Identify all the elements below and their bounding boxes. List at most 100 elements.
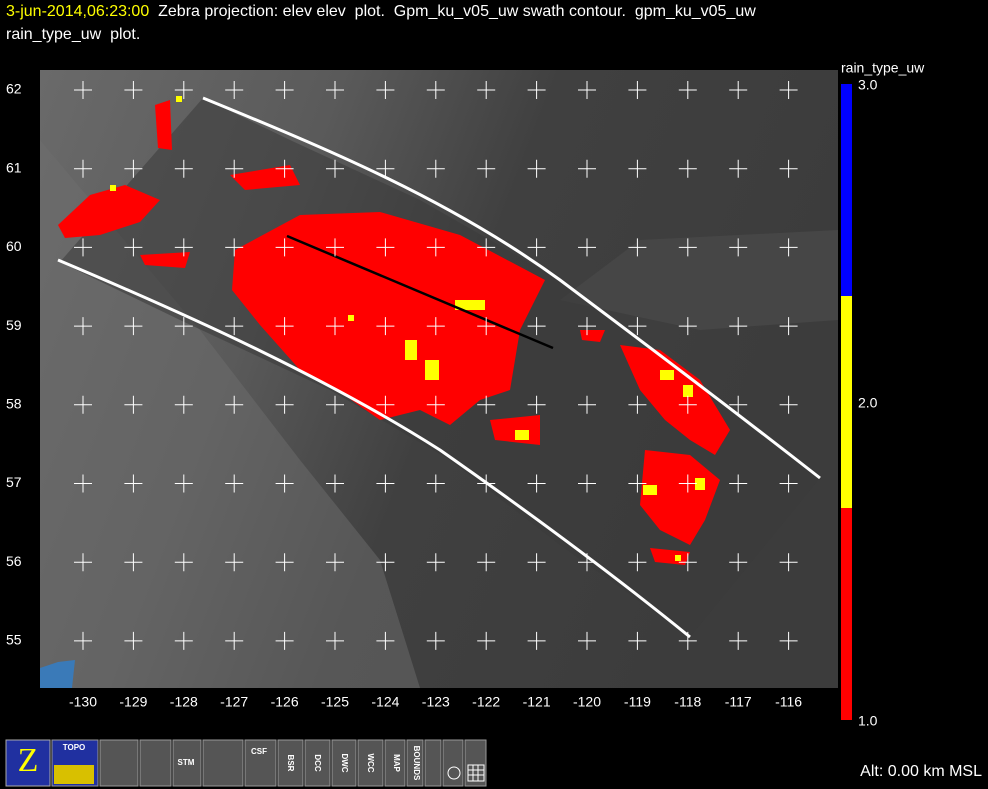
grid-cross (376, 81, 395, 99)
grid-cross (225, 395, 244, 414)
grid-cross (779, 159, 798, 178)
lon-label: -117 (725, 694, 752, 710)
grid-cross (628, 474, 647, 493)
grid-cross (124, 631, 143, 650)
grid-cross (729, 553, 748, 572)
grid-cross (477, 81, 496, 99)
grid-cross (326, 474, 344, 493)
map (40, 70, 838, 688)
swath-edge (202, 96, 821, 480)
lon-label: -126 (271, 694, 299, 710)
grid-cross (779, 631, 798, 650)
grid-cross (779, 553, 798, 572)
grid-cross (74, 238, 92, 257)
title-line-2: rain_type_uw plot. (6, 26, 140, 43)
grid-cross (275, 317, 294, 336)
grid-cross (678, 553, 697, 572)
zebra-icon[interactable] (5, 739, 51, 787)
toolbar-button[interactable] (99, 739, 139, 787)
grid-cross (326, 81, 344, 99)
lon-label: -128 (170, 694, 198, 710)
lat-label: 58 (6, 396, 22, 412)
lon-label: -119 (624, 694, 651, 710)
grid-cross (275, 395, 294, 414)
grid-cross (426, 631, 445, 650)
grid-cross (426, 159, 445, 178)
toolbar-button[interactable] (277, 739, 304, 787)
toolbar-button[interactable] (331, 739, 357, 787)
grid-cross (527, 395, 546, 414)
grid-cross (74, 81, 92, 99)
water (40, 660, 75, 688)
toolbar-button[interactable] (424, 739, 442, 787)
grid-cross (578, 238, 596, 257)
toolbar-button[interactable] (357, 739, 384, 787)
colorbar-title: rain_type_uw (841, 60, 925, 76)
lat-label: 57 (6, 474, 22, 490)
grid-cross (225, 631, 244, 650)
grid-cross (678, 159, 697, 178)
toolbar-button[interactable] (139, 739, 172, 787)
grid-cross (628, 395, 647, 414)
colorbar: 3.0 2.0 1.0 (841, 77, 878, 729)
altitude: Alt: 0.00 km MSL (860, 763, 982, 780)
grid-cross (275, 81, 294, 99)
cross-section-line (286, 234, 554, 350)
grid-cross (225, 553, 244, 572)
grid-cross (174, 553, 193, 572)
grid-cross (678, 81, 697, 99)
toolbar-label: WCC (366, 753, 375, 772)
lon-label: -121 (523, 694, 551, 710)
grid-cross (174, 317, 193, 336)
title: Zebra projection: elev elev plot. Gpm_ku… (149, 3, 756, 20)
toolbar-button[interactable] (172, 739, 202, 787)
grid-cross (628, 631, 647, 650)
grid-cross (124, 474, 143, 493)
grid-cross (124, 553, 143, 572)
lon-label: -120 (573, 694, 601, 710)
grid-cross (174, 474, 193, 493)
toolbar-button[interactable] (304, 739, 331, 787)
lon-label: -122 (472, 694, 500, 710)
grid-cross (729, 81, 748, 99)
rain-stratiform (58, 100, 730, 565)
grid-cross (678, 474, 697, 493)
grid-cross (779, 317, 798, 336)
grid-cross (326, 159, 344, 178)
grid-cross (678, 238, 697, 257)
grid-cross (678, 317, 697, 336)
grid-cross (376, 395, 395, 414)
toolbar-label: DCC (313, 754, 322, 772)
grid-cross (527, 631, 546, 650)
grid-cross (74, 395, 92, 414)
grid-cross (74, 317, 92, 336)
grid-cross (527, 553, 546, 572)
grid-cross (174, 631, 193, 650)
toolbar-button[interactable] (244, 739, 277, 787)
grid-cross (477, 238, 496, 257)
grid-cross (477, 317, 496, 336)
toolbar-button[interactable] (202, 739, 244, 787)
grid-cross (477, 159, 496, 178)
grid-cross (376, 631, 395, 650)
lat-label: 55 (6, 632, 22, 648)
toolbar-label: STM (178, 758, 195, 767)
grid-cross (74, 159, 92, 178)
toolbar-button[interactable] (384, 739, 406, 787)
lon-label: -124 (371, 694, 399, 710)
colorbar-segment (841, 508, 852, 720)
toolbar-button[interactable] (406, 739, 424, 787)
grid-cross (376, 317, 395, 336)
grid-cross (426, 474, 445, 493)
grid-cross (275, 474, 294, 493)
swath-edge (57, 258, 691, 639)
lon-label: -130 (69, 694, 97, 710)
toolbar-label: MAP (392, 754, 401, 772)
grid-cross (527, 159, 546, 178)
grid-cross (477, 631, 496, 650)
grid-cross (124, 159, 143, 178)
topo-fill (54, 765, 94, 784)
grid (74, 81, 798, 650)
lon-label: -125 (321, 694, 349, 710)
grid-cross (124, 395, 143, 414)
